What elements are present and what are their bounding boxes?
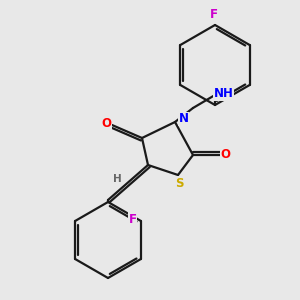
Text: H: H xyxy=(113,175,122,184)
Text: O: O xyxy=(101,117,111,130)
Text: S: S xyxy=(175,177,184,190)
Text: F: F xyxy=(209,8,217,21)
Text: NH: NH xyxy=(214,87,233,100)
Text: F: F xyxy=(128,213,136,226)
Text: O: O xyxy=(220,148,230,161)
Text: N: N xyxy=(178,112,188,125)
